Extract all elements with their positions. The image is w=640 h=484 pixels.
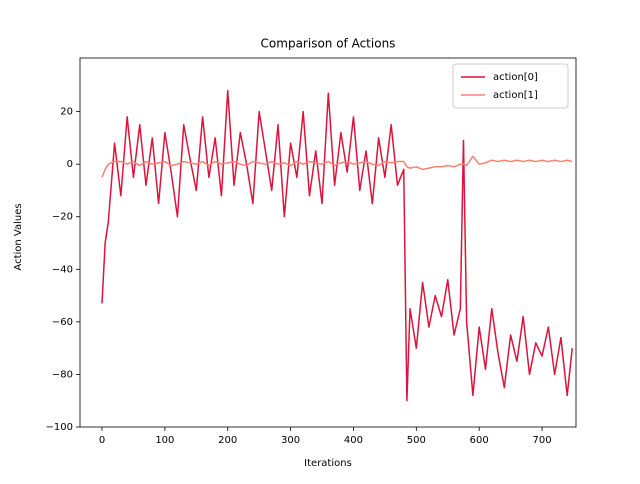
series-line [101,89,573,402]
x-tick-label: 700 [533,435,552,446]
y-axis-label: Action Values [13,203,24,270]
legend-box [452,63,569,109]
chart-title: Comparison of Actions [261,37,396,51]
x-tick-label: 300 [281,435,300,446]
y-tick-label: −100 [46,422,73,433]
x-axis-label: Iterations [304,458,352,469]
x-tick-label: 0 [99,435,105,446]
y-tick-label: −80 [52,369,73,380]
x-tick-label: 500 [407,435,426,446]
x-tick-label: 600 [470,435,489,446]
x-tick-label: 100 [155,435,174,446]
plot-frame [79,57,577,428]
y-tick-label: −60 [52,317,73,328]
legend-label: action[1] [493,90,538,101]
y-tick-label: −40 [52,264,73,275]
y-tick-label: 0 [67,159,73,170]
legend-label: action[0] [493,72,538,83]
y-tick-label: −20 [52,212,73,223]
x-tick-label: 400 [344,435,363,446]
series-line [101,155,573,178]
y-tick-label: 20 [60,107,73,118]
x-tick-label: 200 [218,435,237,446]
